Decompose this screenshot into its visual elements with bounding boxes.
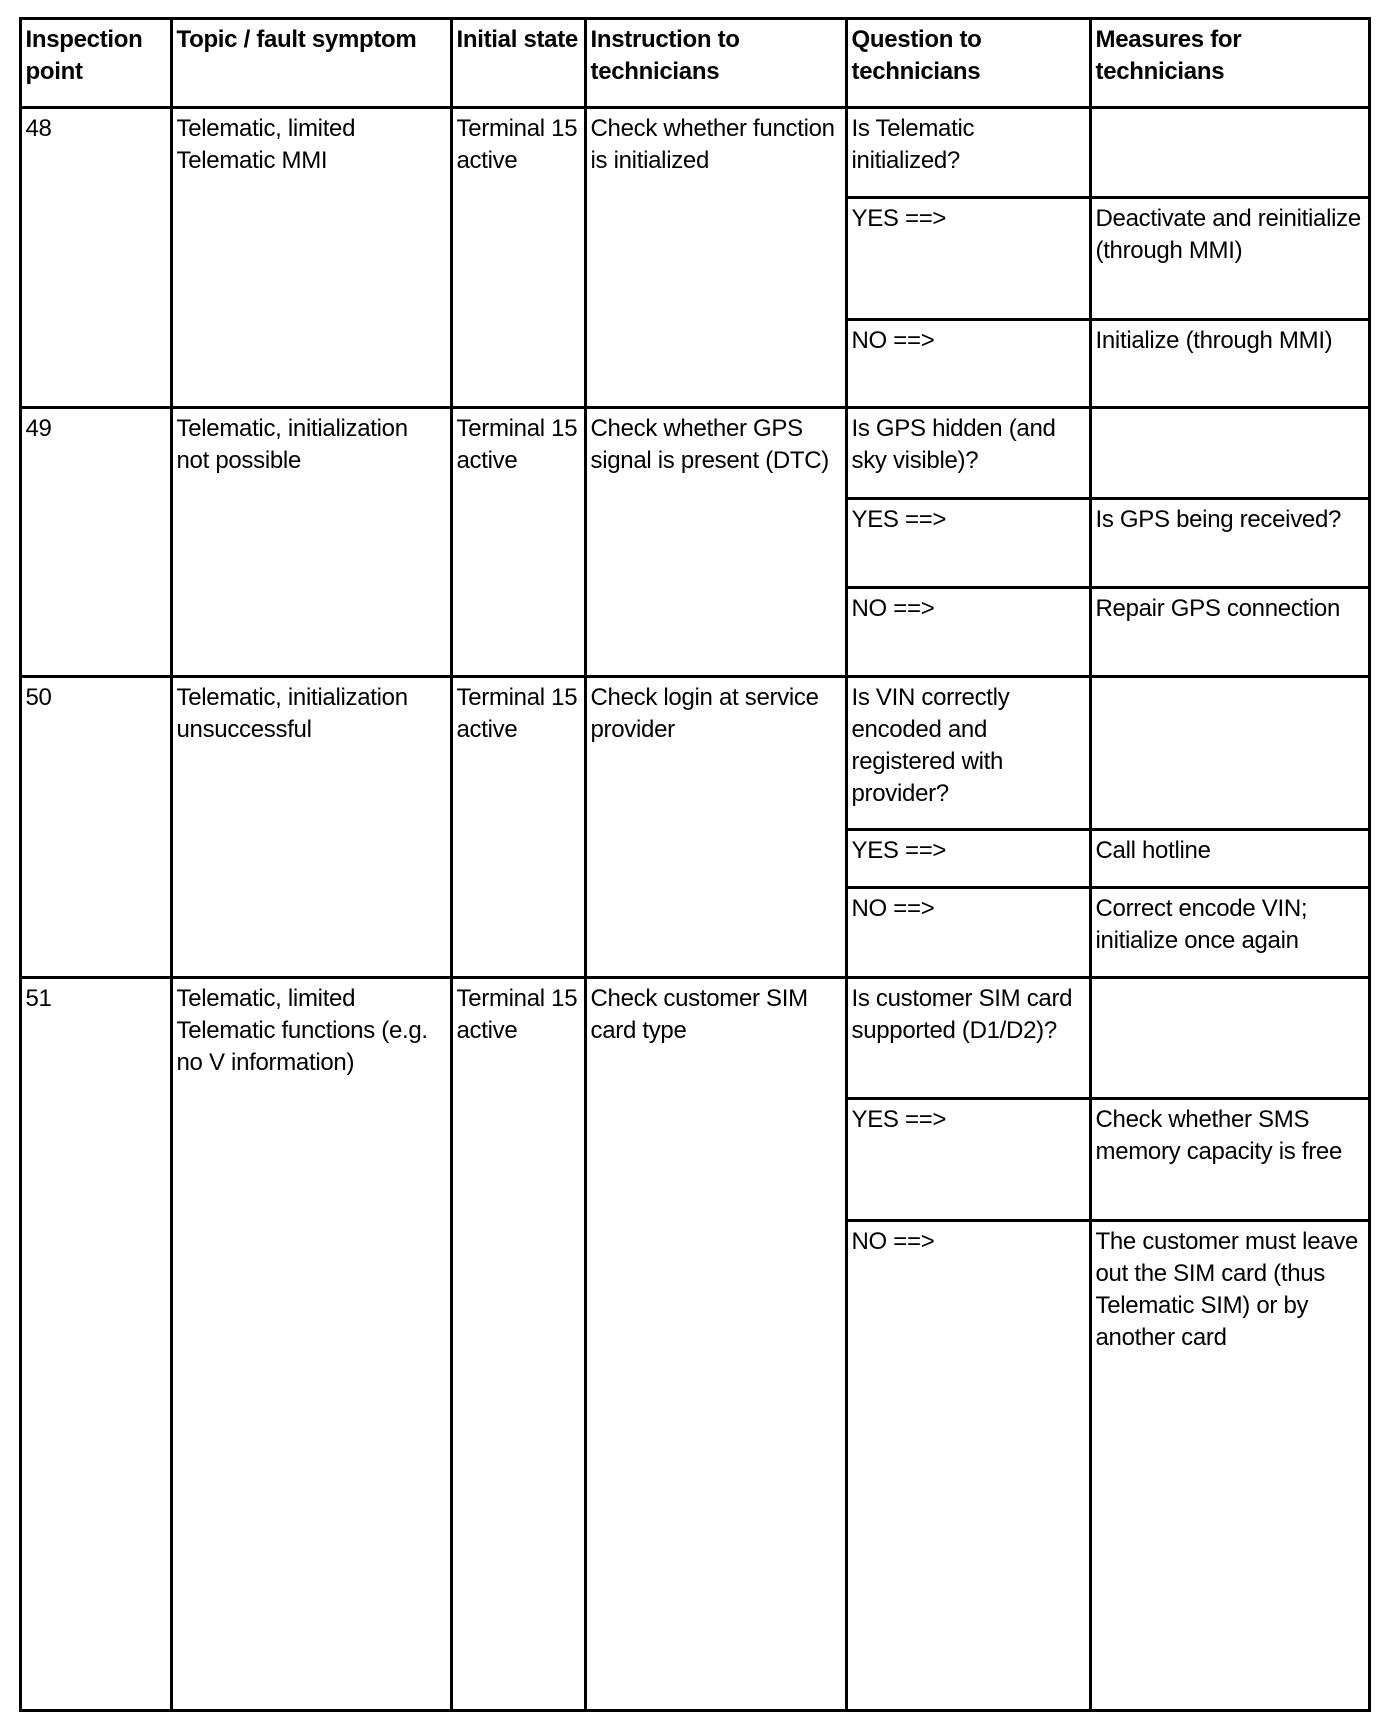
cell-measure: Repair GPS connection <box>1088 585 1371 678</box>
cell-measure: Deactivate and reinitialize (through MMI… <box>1088 195 1371 321</box>
cell-topic: Telematic, limited Telematic MMI <box>169 105 453 409</box>
cell-instruction: Check whether function is initialized <box>583 105 848 409</box>
cell-measure: The customer must leave out the SIM card… <box>1088 1218 1371 1712</box>
cell-measure: Correct encode VIN; initialize once agai… <box>1088 885 1371 979</box>
cell-measure: Is GPS being received? <box>1088 496 1371 589</box>
cell-question: YES ==> <box>844 195 1092 321</box>
header-instruction: Instruction to technicians <box>583 16 848 109</box>
cell-state: Terminal 15 active <box>449 105 587 409</box>
cell-point: 51 <box>18 975 173 1712</box>
cell-measure <box>1088 105 1371 199</box>
cell-question: Is GPS hidden (and sky visible)? <box>844 405 1092 500</box>
cell-question: Is Telematic initialized? <box>844 105 1092 199</box>
header-initial-state: Initial state <box>449 16 587 109</box>
cell-state: Terminal 15 active <box>449 975 587 1712</box>
cell-question: YES ==> <box>844 496 1092 589</box>
cell-question: NO ==> <box>844 885 1092 979</box>
cell-question: Is customer SIM card supported (D1/D2)? <box>844 975 1092 1100</box>
cell-measure <box>1088 975 1371 1100</box>
cell-instruction: Check whether GPS signal is present (DTC… <box>583 405 848 678</box>
cell-state: Terminal 15 active <box>449 674 587 979</box>
cell-instruction: Check customer SIM card type <box>583 975 848 1712</box>
cell-point: 50 <box>18 674 173 979</box>
cell-question: NO ==> <box>844 1218 1092 1712</box>
cell-question: Is VIN correctly encoded and registered … <box>844 674 1092 831</box>
cell-measure: Call hotline <box>1088 827 1371 889</box>
cell-topic: Telematic, initialization not possible <box>169 405 453 678</box>
cell-measure <box>1088 674 1371 831</box>
cell-topic: Telematic, initialization unsuccessful <box>169 674 453 979</box>
header-measures: Measures for technicians <box>1088 16 1371 109</box>
cell-state: Terminal 15 active <box>449 405 587 678</box>
cell-point: 49 <box>18 405 173 678</box>
cell-question: NO ==> <box>844 585 1092 678</box>
header-inspection-point: Inspection point <box>18 16 173 109</box>
cell-measure <box>1088 405 1371 500</box>
cell-measure: Initialize (through MMI) <box>1088 317 1371 409</box>
cell-question: YES ==> <box>844 1096 1092 1222</box>
cell-question: YES ==> <box>844 827 1092 889</box>
header-question: Question to technicians <box>844 16 1092 109</box>
cell-question: NO ==> <box>844 317 1092 409</box>
cell-measure: Check whether SMS memory capacity is fre… <box>1088 1096 1371 1222</box>
cell-point: 48 <box>18 105 173 409</box>
header-topic: Topic / fault symptom <box>169 16 453 109</box>
cell-topic: Telematic, limited Telematic functions (… <box>169 975 453 1712</box>
cell-instruction: Check login at service provider <box>583 674 848 979</box>
